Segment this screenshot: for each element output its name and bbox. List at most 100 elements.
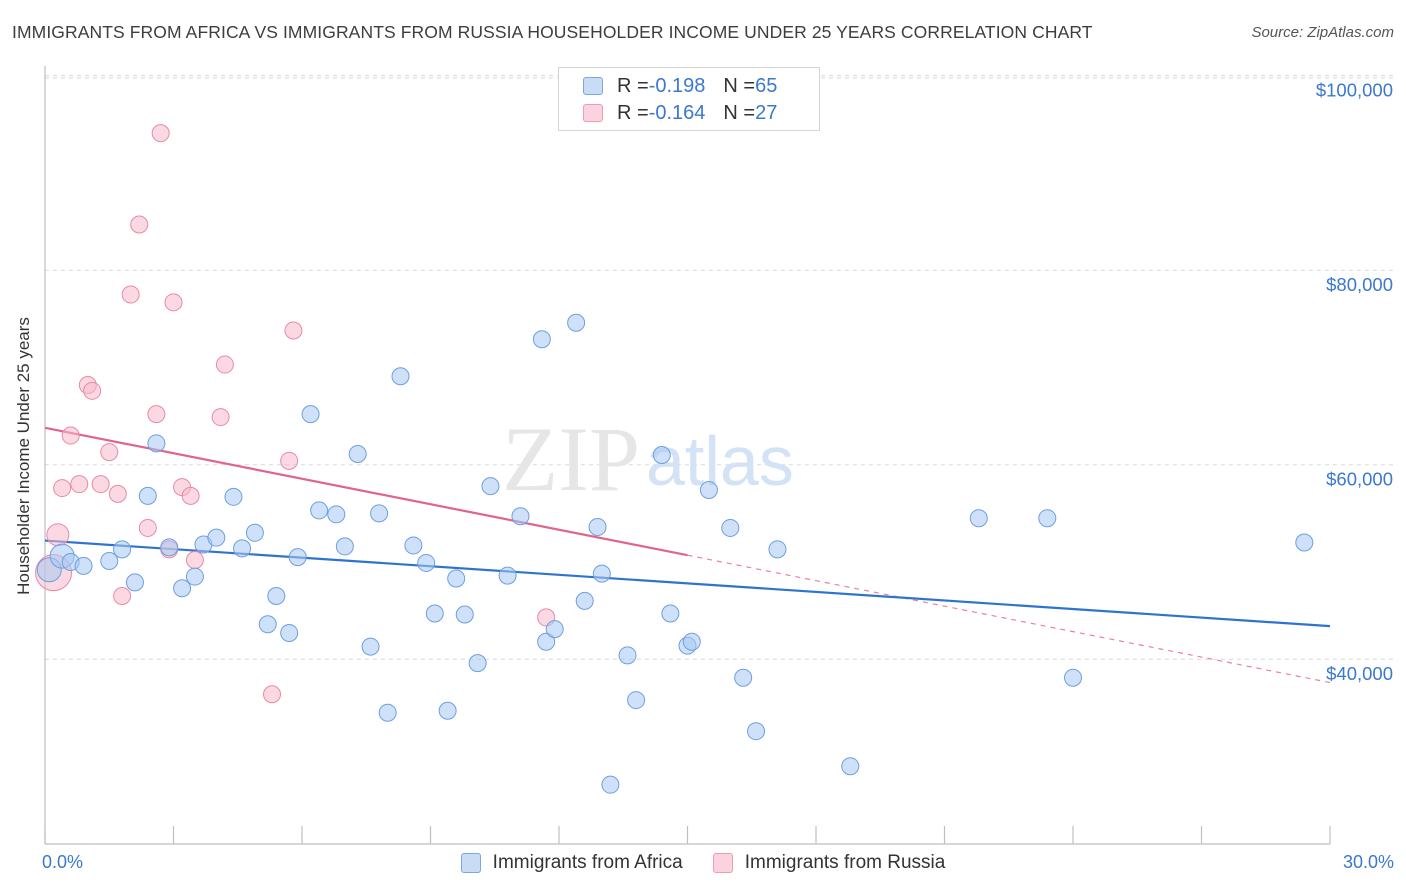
data-point-africa — [699, 481, 718, 500]
data-point-africa — [280, 623, 299, 642]
data-point-russia — [138, 518, 157, 537]
y-tick-label: $40,000 — [1326, 663, 1393, 684]
y-tick-label: $80,000 — [1326, 274, 1393, 295]
data-point-africa — [511, 507, 530, 526]
data-point-africa — [138, 486, 157, 505]
data-point-africa — [1064, 668, 1082, 687]
data-point-russia — [185, 551, 204, 570]
axes — [44, 66, 1331, 845]
x-tick-label-min: 0.0% — [42, 852, 84, 872]
data-point-africa — [575, 591, 594, 610]
x-tick-label-max: 30.0% — [1342, 852, 1394, 872]
data-point-russia — [130, 215, 149, 234]
data-point-russia — [70, 475, 89, 494]
data-point-africa — [1295, 533, 1314, 552]
data-point-africa — [267, 587, 286, 606]
data-point-africa — [734, 668, 753, 687]
legend-r-value: -0.198 — [648, 74, 706, 97]
data-point-africa — [588, 517, 607, 536]
data-point-africa — [618, 646, 637, 665]
chart-title: IMMIGRANTS FROM AFRICA VS IMMIGRANTS FRO… — [12, 22, 1093, 42]
series-legend: Immigrants from Africa Immigrants from R… — [0, 852, 1406, 874]
data-point-russia — [121, 285, 140, 304]
legend-swatch-russia — [712, 853, 733, 873]
data-point-africa — [417, 553, 436, 572]
data-point-russia — [151, 124, 170, 143]
series-russia-points — [35, 124, 556, 704]
data-point-russia — [280, 451, 299, 470]
data-point-africa — [969, 509, 988, 528]
data-point-africa — [147, 434, 166, 453]
legend-r-label: R = — [617, 101, 649, 124]
data-point-africa — [391, 367, 410, 386]
series-africa-points — [36, 313, 1314, 794]
data-point-africa — [125, 573, 144, 592]
data-point-africa — [404, 536, 423, 555]
data-point-africa — [661, 604, 680, 623]
data-point-africa — [532, 330, 551, 349]
data-point-africa — [455, 605, 474, 624]
data-point-africa — [258, 615, 277, 634]
data-point-russia — [284, 321, 303, 340]
legend-swatch-russia — [583, 104, 603, 122]
data-point-africa — [378, 703, 397, 722]
data-point-africa — [567, 313, 586, 332]
data-point-africa — [682, 632, 701, 651]
gridlines — [45, 75, 1394, 660]
data-point-russia — [263, 685, 282, 704]
data-point-russia — [215, 355, 234, 374]
legend-n-value: 65 — [755, 74, 778, 97]
data-point-africa — [327, 505, 346, 524]
data-point-africa — [207, 528, 226, 547]
data-point-russia — [53, 479, 72, 498]
watermark: ZIP atlas — [502, 408, 794, 510]
data-point-russia — [147, 405, 166, 424]
data-point-africa — [160, 538, 179, 557]
data-point-russia — [164, 293, 183, 312]
trend-line-africa — [44, 539, 1331, 628]
data-point-africa — [233, 539, 252, 558]
data-point-africa — [288, 548, 307, 567]
data-point-russia — [83, 381, 102, 400]
legend-r-label: R = — [617, 74, 649, 97]
data-point-africa — [468, 654, 487, 673]
data-point-russia — [46, 523, 70, 547]
data-point-russia — [91, 475, 110, 494]
data-point-africa — [841, 757, 860, 776]
data-point-russia — [211, 408, 230, 427]
legend-n-value: 27 — [755, 101, 778, 124]
data-point-russia — [113, 587, 132, 606]
data-point-africa — [447, 569, 466, 588]
data-point-africa — [601, 775, 620, 794]
data-point-africa — [100, 552, 119, 571]
data-point-africa — [481, 477, 500, 496]
data-point-africa — [592, 564, 611, 583]
data-point-africa — [438, 701, 457, 720]
legend-row-russia: R = -0.164 N = 27 — [583, 100, 777, 126]
data-point-africa — [627, 691, 646, 710]
data-point-africa — [652, 446, 671, 464]
data-point-africa — [301, 405, 320, 424]
source-note: Source: ZipAtlas.com — [1251, 24, 1394, 41]
data-point-africa — [113, 540, 132, 559]
legend-swatch-africa — [460, 853, 481, 873]
watermark-zip: ZIP — [502, 408, 640, 510]
data-point-africa — [498, 566, 517, 585]
legend-r-value: -0.164 — [648, 101, 706, 124]
data-point-africa — [537, 632, 556, 651]
data-point-africa — [173, 579, 192, 598]
legend-label-russia: Immigrants from Russia — [744, 852, 946, 873]
legend-n-label: N = — [723, 74, 756, 97]
data-point-africa — [185, 567, 204, 586]
data-point-russia — [181, 486, 200, 505]
y-axis-label: Householder Income Under 25 years — [14, 317, 34, 595]
legend-item-africa: Immigrants from Africa — [460, 852, 683, 874]
data-point-africa — [545, 620, 564, 639]
data-point-africa — [335, 537, 354, 556]
legend-n-label: N = — [723, 101, 756, 124]
y-axis-label-text: Householder Income Under 25 years — [14, 317, 33, 595]
y-tick-label: $100,000 — [1316, 80, 1393, 101]
data-point-africa — [370, 504, 389, 523]
data-point-africa — [747, 722, 766, 741]
